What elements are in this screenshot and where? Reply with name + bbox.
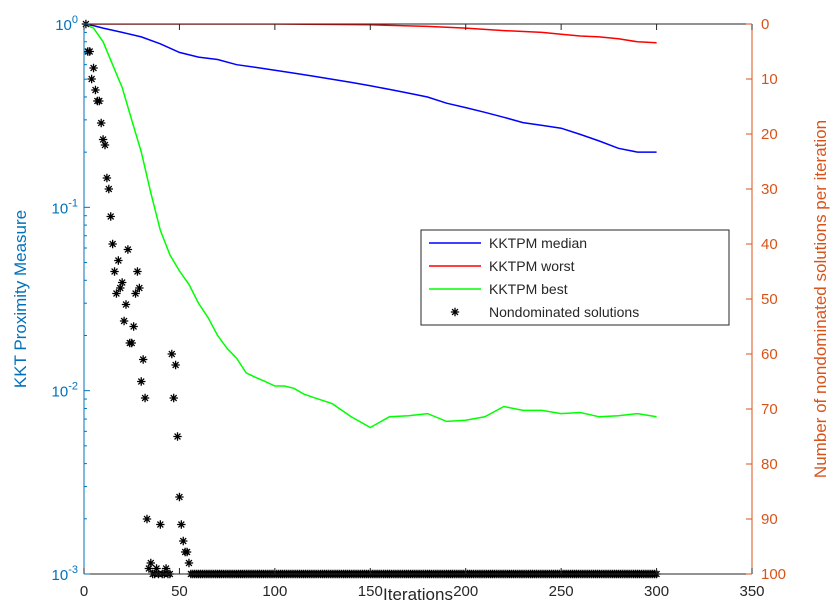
y-right-tick-label: 60	[761, 346, 778, 363]
nondominated-marker	[135, 283, 144, 293]
y-left-tick-exponent: -1	[68, 197, 78, 209]
legend-label: KKTPM best	[489, 281, 568, 297]
y-right-tick-label: 0	[761, 16, 769, 33]
nondominated-marker	[117, 278, 127, 287]
x-tick-label: 100	[262, 583, 287, 600]
nondominated-marker	[146, 558, 155, 568]
y-right-tick-label: 90	[761, 511, 778, 528]
y-right-tick-label: 10	[761, 71, 778, 88]
nondominated-marker	[169, 393, 178, 403]
series-line-kktpm-median	[84, 24, 657, 153]
nondominated-marker	[100, 140, 110, 150]
nondominated-marker	[179, 536, 188, 546]
y-left-tick-exponent: 0	[72, 14, 78, 26]
legend-label: KKTPM worst	[489, 258, 575, 274]
nondominated-marker	[108, 239, 117, 249]
nondominated-marker	[137, 377, 146, 386]
nondominated-marker	[177, 520, 186, 529]
y-right-tick-label: 100	[761, 566, 786, 583]
nondominated-marker	[95, 96, 104, 106]
nondominated-marker	[104, 184, 114, 194]
y-right-tick-label: 70	[761, 401, 778, 418]
nondominated-marker	[152, 564, 161, 573]
nondominated-marker	[171, 360, 180, 370]
nondominated-marker	[127, 338, 136, 348]
nondominated-marker	[112, 289, 121, 298]
y-left-tick-base: 10	[55, 17, 72, 34]
nondominated-marker	[161, 564, 171, 573]
x-tick-label: 150	[358, 583, 383, 600]
nondominated-marker	[123, 245, 133, 254]
legend-box	[420, 229, 730, 326]
axes: 0 50 100 150 200 250 300 350Iterations10-310-21…	[11, 14, 830, 604]
nondominated-marker	[175, 492, 184, 502]
nondominated-marker	[116, 283, 125, 293]
y-right-tick-label: 50	[761, 291, 778, 308]
nondominated-marker	[156, 520, 165, 529]
nondominated-marker	[138, 355, 148, 364]
y-left-axis-label: KKT Proximity Measure	[11, 210, 30, 388]
y-left-tick-base: 10	[52, 384, 69, 401]
y-left-tick-label: 10-2	[52, 381, 78, 401]
legend-label: Nondominated solutions	[489, 304, 639, 320]
y-right-axis-label: Number of nondominated solutions per ite…	[811, 120, 830, 478]
x-tick-label: 200	[453, 583, 478, 600]
y-left-tick-exponent: -2	[68, 381, 78, 393]
y-left-tick-label: 10-3	[52, 564, 78, 584]
y-left-tick-base: 10	[52, 567, 69, 584]
nondominated-marker	[129, 322, 138, 331]
y-left-tick-exponent: -3	[68, 564, 78, 576]
nondominated-marker	[114, 256, 123, 265]
nondominated-marker	[89, 63, 98, 73]
nondominated-marker	[119, 316, 129, 326]
nondominated-marker	[167, 349, 176, 359]
nondominated-marker	[182, 547, 192, 557]
y-left-tick-base: 10	[52, 200, 69, 217]
nondominated-marker	[85, 47, 94, 56]
legend-label: KKTPM median	[489, 235, 587, 251]
x-axis-label: Iterations	[383, 585, 453, 604]
nondominated-marker	[87, 74, 96, 84]
legend: KKTPM median KKTPM worst KKTPM best Nondomi…	[420, 229, 730, 326]
nondominated-marker	[110, 267, 119, 276]
y-right-tick-label: 80	[761, 456, 778, 473]
nondominated-marker	[142, 514, 152, 524]
x-tick-label: 300	[644, 583, 669, 600]
x-tick-label: 250	[549, 583, 574, 600]
y-right-tick-label: 30	[761, 181, 778, 198]
y-right-tick-label: 20	[761, 126, 778, 143]
y-left-tick-label: 100	[55, 14, 78, 34]
nondominated-marker	[106, 212, 115, 221]
nondominated-marker	[98, 135, 108, 144]
nondominated-marker	[144, 564, 154, 573]
y-left-tick-label: 10-1	[52, 197, 78, 217]
nondominated-marker	[91, 85, 100, 95]
nondominated-marker	[102, 173, 112, 183]
nondominated-marker	[140, 393, 150, 403]
y-right-tick-label: 40	[761, 236, 778, 253]
x-tick-label: 0	[80, 583, 88, 600]
x-tick-label: 50	[171, 583, 188, 600]
series-line-kktpm-best	[84, 24, 657, 429]
nondominated-marker	[133, 267, 142, 276]
nondominated-marker	[184, 558, 194, 568]
legend-swatch	[450, 307, 460, 317]
x-tick-label: 350	[739, 583, 764, 600]
nondominated-marker	[96, 118, 106, 128]
nondominated-marker	[131, 289, 140, 298]
nondominated-marker	[173, 432, 182, 441]
nondominated-marker	[121, 300, 131, 309]
